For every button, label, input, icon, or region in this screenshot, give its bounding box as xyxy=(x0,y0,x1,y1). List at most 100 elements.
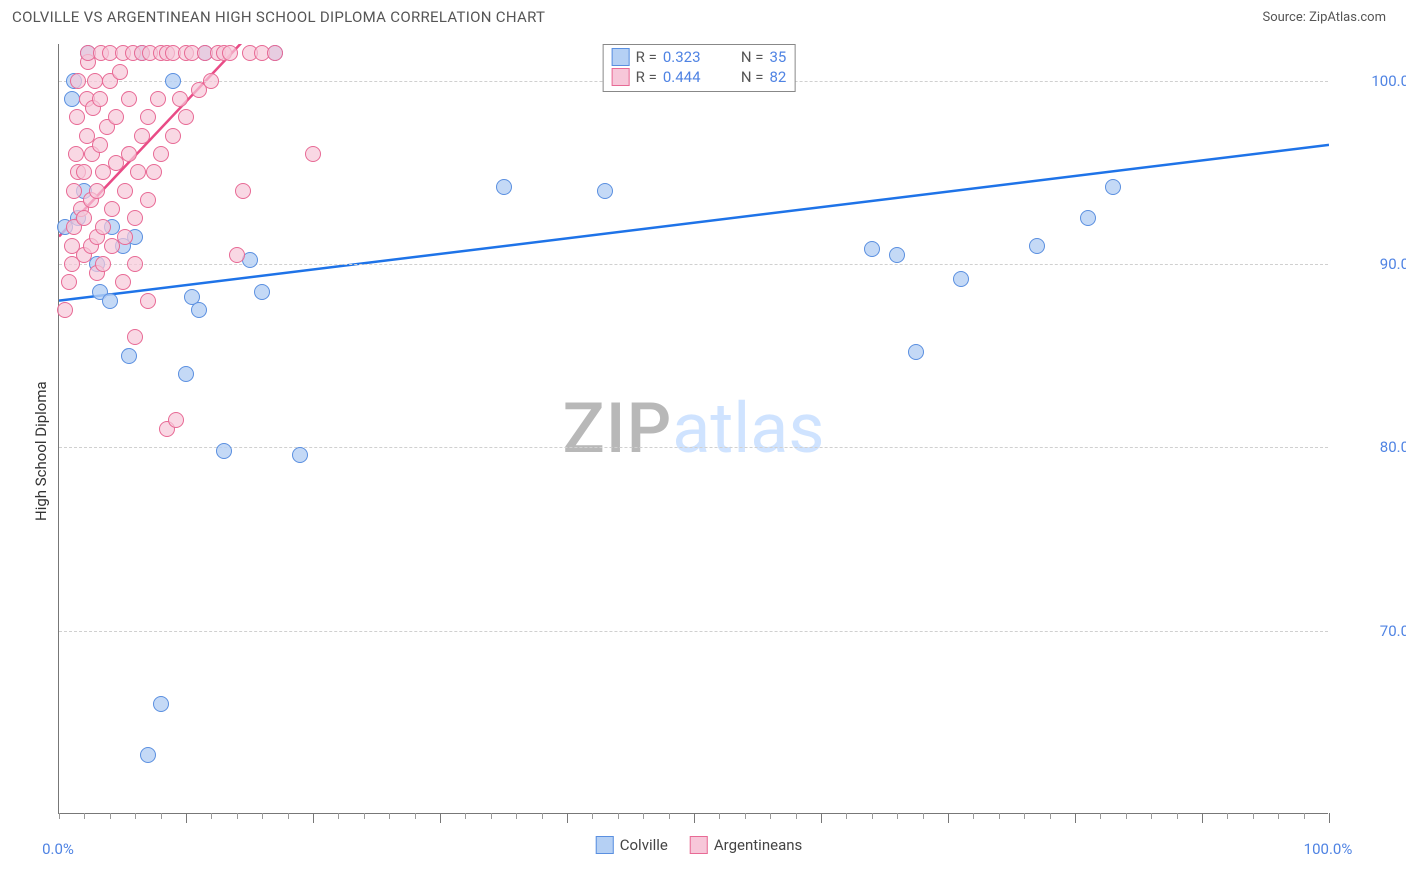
x-tick-minor xyxy=(237,813,238,819)
x-tick-major xyxy=(1329,813,1330,823)
x-tick-minor xyxy=(491,813,492,819)
x-tick-minor xyxy=(1100,813,1101,819)
x-tick-minor xyxy=(211,813,212,819)
x-tick-minor xyxy=(1126,813,1127,819)
data-point xyxy=(130,164,146,180)
x-tick-minor xyxy=(719,813,720,819)
data-point xyxy=(104,201,120,217)
gridline xyxy=(59,447,1328,448)
x-tick-minor xyxy=(1151,813,1152,819)
data-point xyxy=(496,179,512,195)
data-point xyxy=(140,192,156,208)
r-label: R = xyxy=(636,68,657,86)
data-point xyxy=(203,73,219,89)
data-point xyxy=(68,146,84,162)
data-point xyxy=(102,293,118,309)
y-tick-label: 70.0% xyxy=(1380,622,1406,640)
data-point xyxy=(127,256,143,272)
data-point xyxy=(127,329,143,345)
x-tick-minor xyxy=(1177,813,1178,819)
x-tick-major xyxy=(1202,813,1203,823)
x-tick-minor xyxy=(618,813,619,819)
r-value: 0.323 xyxy=(663,48,735,66)
x-tick-minor xyxy=(364,813,365,819)
x-tick-minor xyxy=(999,813,1000,819)
x-tick-minor xyxy=(389,813,390,819)
data-point xyxy=(165,73,181,89)
watermark-atlas: atlas xyxy=(672,388,824,470)
x-tick-major xyxy=(567,813,568,823)
x-tick-minor xyxy=(745,813,746,819)
x-tick-major xyxy=(821,813,822,823)
watermark-zip: ZIP xyxy=(563,388,673,470)
data-point xyxy=(1105,179,1121,195)
data-point xyxy=(191,302,207,318)
data-point xyxy=(112,64,128,80)
data-point xyxy=(92,137,108,153)
x-tick-minor xyxy=(592,813,593,819)
x-tick-major xyxy=(948,813,949,823)
data-point xyxy=(121,146,137,162)
data-point xyxy=(76,210,92,226)
data-point xyxy=(150,91,166,107)
data-point xyxy=(146,164,162,180)
data-point xyxy=(178,366,194,382)
n-label: N = xyxy=(741,48,764,66)
data-point xyxy=(57,302,73,318)
n-label: N = xyxy=(741,68,764,86)
legend-item: Colville xyxy=(596,836,668,854)
n-value: 35 xyxy=(769,48,786,66)
x-tick-minor xyxy=(161,813,162,819)
data-point xyxy=(267,45,283,61)
x-tick-minor xyxy=(288,813,289,819)
x-tick-minor xyxy=(897,813,898,819)
r-label: R = xyxy=(636,48,657,66)
data-point xyxy=(235,183,251,199)
data-point xyxy=(305,146,321,162)
x-tick-minor xyxy=(1227,813,1228,819)
x-tick-major xyxy=(694,813,695,823)
x-tick-minor xyxy=(1024,813,1025,819)
data-point xyxy=(69,109,85,125)
x-tick-minor xyxy=(135,813,136,819)
x-tick-minor xyxy=(923,813,924,819)
legend-swatch xyxy=(612,48,630,66)
r-value: 0.444 xyxy=(663,68,735,86)
x-tick-major xyxy=(186,813,187,823)
data-point xyxy=(140,109,156,125)
x-tick-minor xyxy=(84,813,85,819)
data-point xyxy=(597,183,613,199)
y-tick-label: 80.0% xyxy=(1380,438,1406,456)
data-point xyxy=(134,128,150,144)
source-link[interactable]: ZipAtlas.com xyxy=(1309,10,1386,25)
x-tick-minor xyxy=(669,813,670,819)
data-point xyxy=(117,183,133,199)
x-tick-minor xyxy=(542,813,543,819)
legend-swatch xyxy=(596,836,614,854)
data-point xyxy=(153,146,169,162)
x-tick-minor xyxy=(415,813,416,819)
chart-area: ZIPatlas 70.0%80.0%90.0%100.0% High Scho… xyxy=(12,38,1386,878)
legend: ColvilleArgentineans xyxy=(596,836,803,854)
n-value: 82 xyxy=(769,68,786,86)
data-point xyxy=(127,210,143,226)
x-tick-minor xyxy=(516,813,517,819)
data-point xyxy=(140,293,156,309)
data-point xyxy=(864,241,880,257)
data-point xyxy=(121,91,137,107)
x-tick-minor xyxy=(465,813,466,819)
data-point xyxy=(168,412,184,428)
data-point xyxy=(64,91,80,107)
x-tick-major xyxy=(440,813,441,823)
legend-label: Colville xyxy=(620,836,668,854)
data-point xyxy=(115,274,131,290)
source-prefix: Source: xyxy=(1262,10,1309,25)
data-point xyxy=(908,344,924,360)
x-tick-minor xyxy=(1050,813,1051,819)
x-tick-minor xyxy=(846,813,847,819)
data-point xyxy=(95,219,111,235)
gridline xyxy=(59,631,1328,632)
x-tick-minor xyxy=(338,813,339,819)
data-point xyxy=(89,183,105,199)
x-tick-minor xyxy=(973,813,974,819)
